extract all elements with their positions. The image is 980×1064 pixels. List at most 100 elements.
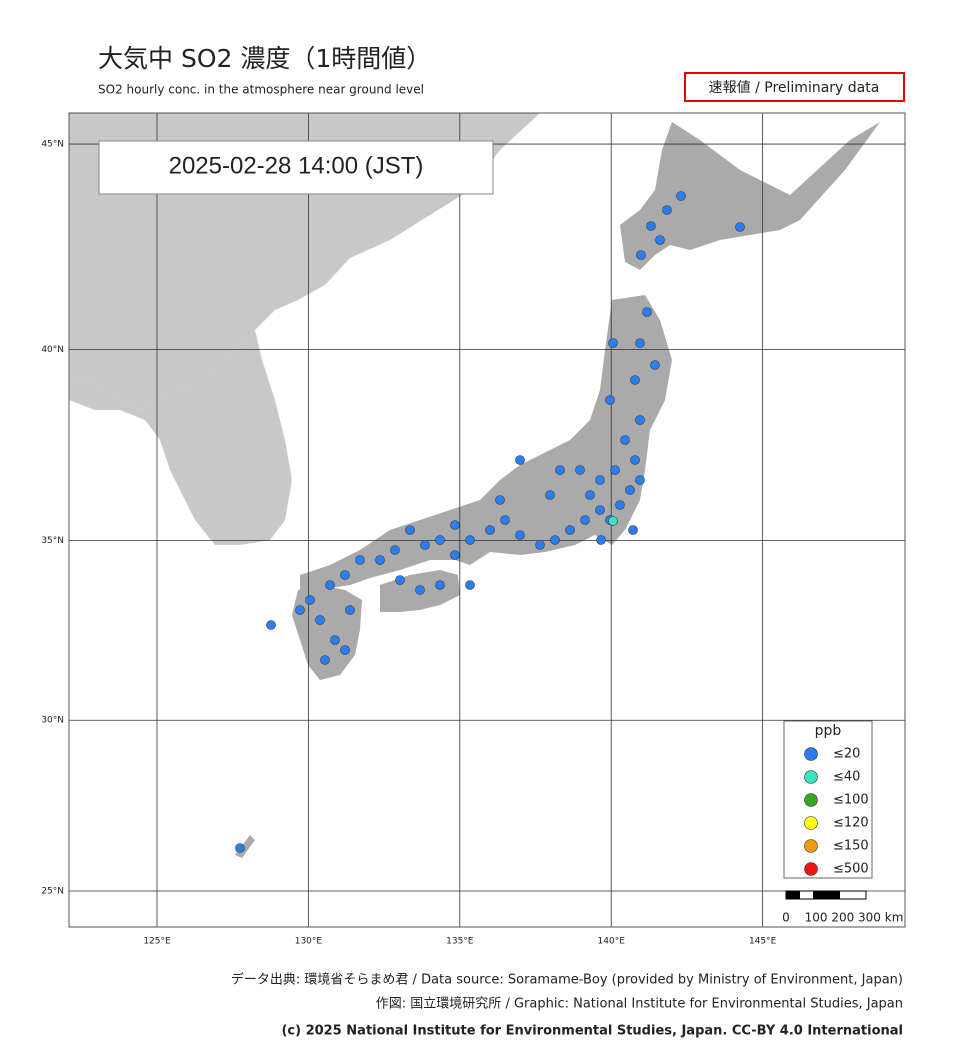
legend-label: ≤120: [833, 816, 869, 831]
station: [235, 843, 245, 853]
station: [676, 191, 686, 201]
station: [345, 605, 355, 615]
hokkaido: [620, 122, 880, 270]
footer-graphic: 作図: 国立環境研究所 / Graphic: National Institut…: [376, 997, 903, 1012]
stations: [235, 191, 745, 853]
lat-label: 30°N: [41, 716, 64, 726]
station: [405, 525, 415, 535]
legend-swatch: [804, 816, 818, 830]
title: 大気中 SO2 濃度（1時間値）: [98, 44, 431, 73]
station: [610, 465, 620, 475]
legend-label: ≤500: [833, 862, 869, 877]
timestamp-box: [98, 140, 494, 195]
station: [662, 205, 672, 215]
scale-label: 0: [782, 911, 790, 925]
station: [515, 530, 525, 540]
legend-title: ppb: [815, 723, 842, 739]
scale-label: 100 200 300 km: [805, 911, 904, 925]
subtitle: SO2 hourly conc. in the atmosphere near …: [98, 83, 424, 97]
station: [635, 338, 645, 348]
station: [545, 490, 555, 500]
station: [495, 495, 505, 505]
legend-label: ≤40: [833, 770, 860, 785]
station: [325, 580, 335, 590]
station: [596, 535, 606, 545]
honshu: [300, 295, 672, 590]
station: [635, 475, 645, 485]
station: [465, 535, 475, 545]
station: [585, 490, 595, 500]
station: [605, 395, 615, 405]
station: [655, 235, 665, 245]
station: [595, 505, 605, 515]
grid: [69, 113, 905, 927]
lat-label: 45°N: [41, 140, 64, 150]
station: [636, 250, 646, 260]
station: [628, 525, 638, 535]
lon-label: 130°E: [295, 937, 323, 947]
station: [355, 555, 365, 565]
footer-source: データ出典: 環境省そらまめ君 / Data source: Soramame-…: [231, 972, 903, 988]
station: [735, 222, 745, 232]
station: [266, 620, 276, 630]
legend-label: ≤150: [833, 839, 869, 854]
axis-labels: 45°N 40°N 35°N 30°N 25°N 125°E 130°E 135°E 140°E…: [41, 140, 776, 947]
map-area: [69, 113, 905, 927]
legend-swatch: [804, 747, 818, 761]
legend: ≤20 ≤40 ≤100 ≤120 ≤150 ≤500: [804, 747, 869, 877]
station: [485, 525, 495, 535]
footer-copyright: (c) 2025 National Institute for Environm…: [281, 1024, 903, 1039]
kyushu: [292, 585, 362, 680]
station: [515, 455, 525, 465]
station: [635, 415, 645, 425]
legend-label: ≤20: [833, 747, 860, 762]
legend-swatch: [804, 793, 818, 807]
lat-label: 25°N: [41, 887, 64, 897]
legend-label: ≤100: [833, 793, 869, 808]
station: [340, 645, 350, 655]
station: [650, 360, 660, 370]
station: [315, 615, 325, 625]
station: [375, 555, 385, 565]
badge-box: [684, 72, 905, 102]
station: [295, 605, 305, 615]
station: [435, 535, 445, 545]
legend-swatch: [804, 839, 818, 853]
station: [642, 307, 652, 317]
lon-label: 145°E: [749, 937, 777, 947]
station: [615, 500, 625, 510]
station: [630, 375, 640, 385]
legend-box: [783, 720, 873, 879]
station: [500, 515, 510, 525]
station: [395, 575, 405, 585]
station: [625, 485, 635, 495]
station: [450, 550, 460, 560]
korea: [69, 330, 292, 545]
station: [435, 580, 445, 590]
station: [575, 465, 585, 475]
station: [646, 221, 656, 231]
lon-label: 125°E: [143, 937, 171, 947]
lat-label: 40°N: [41, 345, 64, 355]
lat-label: 35°N: [41, 536, 64, 546]
station: [630, 455, 640, 465]
timestamp: 2025-02-28 14:00 (JST): [169, 152, 424, 179]
station: [555, 465, 565, 475]
legend-swatch: [804, 770, 818, 784]
station: [608, 516, 618, 526]
station: [420, 540, 430, 550]
station: [565, 525, 575, 535]
station: [580, 515, 590, 525]
station: [608, 338, 618, 348]
station: [330, 635, 340, 645]
station: [390, 545, 400, 555]
station: [595, 475, 605, 485]
station: [415, 585, 425, 595]
legend-swatch: [804, 862, 818, 876]
station: [465, 580, 475, 590]
station: [320, 655, 330, 665]
lon-label: 135°E: [446, 937, 474, 947]
scale-bar: 0 100 200 300 km: [782, 890, 904, 925]
station: [340, 570, 350, 580]
